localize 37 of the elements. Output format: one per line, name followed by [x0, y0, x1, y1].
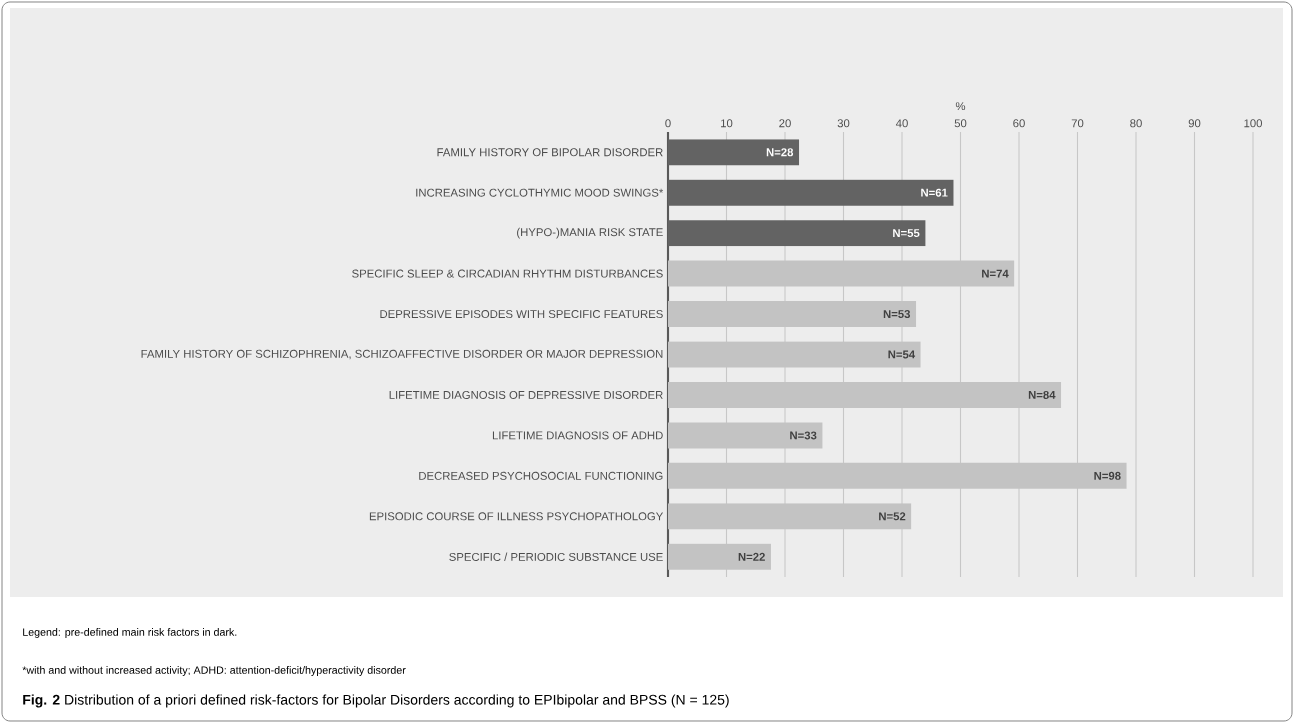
x-tick-label: 50	[954, 119, 967, 128]
y-tick-label: SPECIFIC / PERIODIC SUBSTANCE USE	[449, 552, 663, 561]
text: *with and without increased activity; ADHD: attention-deficit/hyperactivity disorder	[22, 666, 406, 676]
annotation: N=53	[883, 310, 911, 319]
annotation: N=84	[1028, 390, 1056, 399]
text: Fig. 2 Distribution of a priori defined risk-factors for Bipolar Disorders according to EPIbipolar and BPSS (N = 125)	[23, 694, 729, 708]
x-tick-label: 10	[721, 119, 733, 128]
y-tick-label: DECREASED PSYCHOSOCIAL FUNCTIONING	[419, 471, 663, 480]
annotation: N=54	[888, 350, 916, 359]
y-tick-label: INCREASING CYCLOTHYMIC MOOD SWINGS*	[416, 188, 664, 197]
annotation: N=28	[766, 148, 794, 157]
y-tick-label: (HYPO-)MANIA RISK STATE	[517, 227, 663, 239]
y-tick-label: FAMILY HISTORY OF SCHIZOPHRENIA, SCHIZOAFFECTIVE DISORDER OR MAJOR DEPRESSION	[141, 349, 663, 360]
x-tick-label: 30	[837, 119, 850, 128]
x-tick-label: 80	[1130, 119, 1142, 128]
x-tick-label: 60	[1013, 119, 1025, 128]
annotation: N=98	[1094, 471, 1121, 480]
y-tick-label: SPECIFIC SLEEP & CIRCADIAN RHYTHM DISTURBANCES	[352, 269, 663, 278]
y-tick-label: LIFETIME DIAGNOSIS OF DEPRESSIVE DISORDER	[389, 390, 663, 399]
y-tick-label: FAMILY HISTORY OF BIPOLAR DISORDER	[437, 148, 663, 157]
annotation: N=74	[982, 269, 1009, 278]
annotation: N=61	[921, 188, 948, 197]
x-axis-title: %	[955, 102, 966, 111]
y-tick-label: EPISODIC COURSE OF ILLNESS PSYCHOPATHOLOGY	[369, 512, 664, 521]
annotation: N=55	[893, 229, 920, 238]
x-tick-label: 0	[665, 119, 671, 128]
annotation: N=52	[879, 512, 906, 521]
x-tick-label: 90	[1188, 119, 1201, 128]
y-tick-label: LIFETIME DIAGNOSIS OF ADHD	[492, 431, 663, 440]
x-tick-label: 20	[779, 119, 791, 128]
x-tick-label: 100	[1244, 119, 1262, 128]
x-tick-label: 70	[1071, 119, 1084, 128]
y-tick-label: DEPRESSIVE EPISODES WITH SPECIFIC FEATURES	[380, 310, 663, 319]
text: Legend: pre-defined main risk factors in dark.	[23, 628, 237, 638]
annotation: N=33	[790, 431, 817, 440]
x-tick-label: 40	[895, 119, 908, 128]
annotation: N=22	[738, 552, 765, 561]
